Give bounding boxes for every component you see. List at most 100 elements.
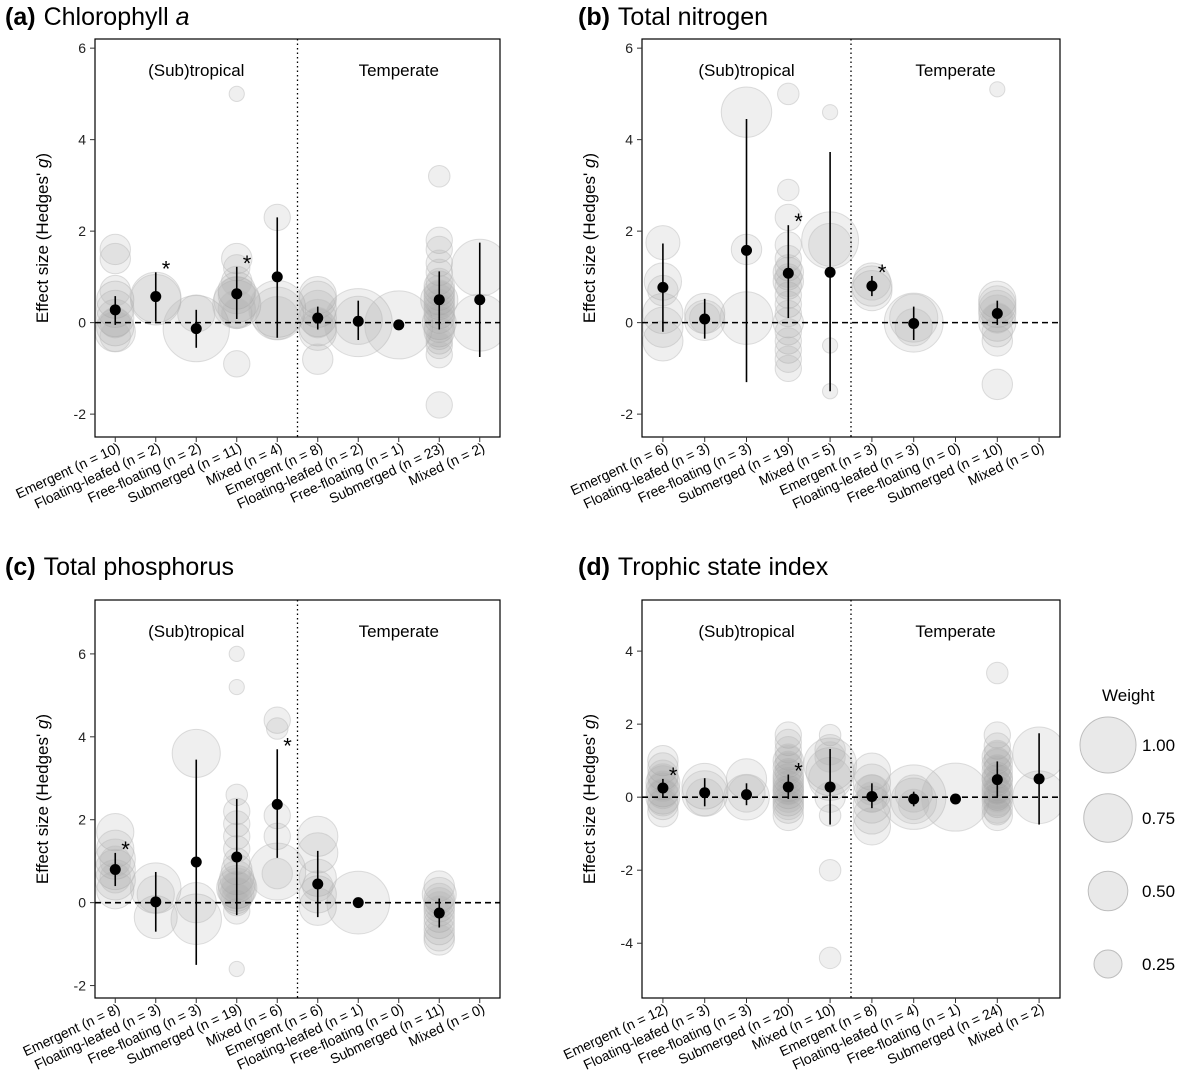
- study-bubble: [425, 226, 453, 254]
- study-bubble: [99, 242, 131, 275]
- panel-frame: [94, 38, 501, 438]
- climate-label-temperate: Temperate: [359, 622, 439, 641]
- study-bubble: [425, 331, 453, 360]
- panel-d: (d) Trophic state index * * -4 -2 0 2 4 Effect si…: [561, 553, 1061, 1073]
- study-bubble: [981, 325, 1014, 357]
- y-tick-label: 2: [78, 223, 86, 239]
- legend-bubble: [1087, 870, 1129, 912]
- study-bubble: [228, 85, 245, 102]
- panel-title: (c) Total phosphorus: [5, 553, 234, 581]
- mean-point: [782, 267, 794, 279]
- panel-tag: (c): [5, 553, 36, 581]
- y-tick-label: 2: [78, 812, 86, 828]
- y-tick-label: 4: [78, 729, 86, 745]
- y-axis-label-italic: g: [33, 719, 52, 729]
- climate-label-temperate: Temperate: [359, 61, 439, 80]
- mean-point: [150, 291, 162, 303]
- y-axis-label-italic: g: [33, 158, 52, 168]
- panel-a: (a) Chlorophyll a * * -2 0 2 4 6 Effect size (Hed…: [5, 3, 501, 512]
- study-bubble: [228, 960, 245, 978]
- study-bubble: [423, 924, 455, 956]
- panel-title-text: Total nitrogen: [618, 3, 768, 31]
- y-tick-label: 0: [78, 315, 86, 331]
- study-bubble: [821, 104, 839, 121]
- legend-bubble: [1093, 949, 1123, 979]
- study-bubble: [774, 345, 802, 373]
- y-axis-label-italic: g: [580, 719, 599, 729]
- significance-star: *: [243, 251, 252, 276]
- legend-label: 1.00: [1142, 736, 1175, 755]
- mean-point: [1033, 773, 1045, 785]
- mean-point: [991, 774, 1003, 786]
- study-bubble: [818, 946, 842, 970]
- weight-legend: Weight 1.00 0.75 0.50 0.25: [1079, 686, 1175, 979]
- study-bubble: [852, 807, 892, 846]
- mean-point: [824, 266, 836, 278]
- y-tick-label: 0: [625, 789, 633, 805]
- legend-label: 0.75: [1142, 809, 1175, 828]
- mean-point: [991, 307, 1003, 319]
- mean-point: [741, 244, 752, 256]
- y-tick-label: -2: [74, 978, 87, 994]
- study-bubbles: [95, 645, 457, 978]
- panel-tag: (b): [578, 3, 610, 31]
- y-axis-label-italic: g: [580, 158, 599, 168]
- y-tick-label: 6: [78, 646, 86, 662]
- climate-label-temperate: Temperate: [915, 61, 995, 80]
- y-axis-label: Effect size (Hedges' g): [33, 153, 52, 323]
- climate-label-subtropical: (Sub)tropical: [698, 61, 794, 80]
- y-tick-label: 2: [625, 716, 633, 732]
- climate-label-subtropical: (Sub)tropical: [148, 622, 244, 641]
- mean-point: [866, 790, 878, 802]
- study-bubble: [647, 744, 679, 777]
- mean-point: [231, 288, 243, 300]
- y-axis-label-text: Effect size (Hedges': [33, 729, 52, 884]
- y-tick-label: -2: [74, 406, 87, 422]
- study-bubble: [228, 645, 245, 662]
- y-tick-label: 4: [625, 132, 633, 148]
- study-bubbles: [645, 661, 1060, 970]
- significance-star: *: [283, 733, 292, 758]
- study-bubble: [99, 320, 131, 353]
- y-axis-label-close: ): [33, 714, 52, 720]
- significance-star: *: [669, 763, 678, 788]
- mean-point: [699, 313, 711, 325]
- y-axis-label-text: Effect size (Hedges': [580, 729, 599, 884]
- mean-point: [741, 789, 752, 801]
- panel-title-text: Trophic state index: [618, 553, 829, 581]
- study-bubble: [774, 736, 802, 764]
- mean-point: [824, 781, 836, 793]
- climate-label-temperate: Temperate: [915, 622, 995, 641]
- study-bubble: [774, 721, 802, 749]
- panel-tag: (a): [5, 3, 36, 31]
- mean-point: [190, 323, 202, 335]
- y-axis-label: Effect size (Hedges' g): [580, 714, 599, 884]
- study-bubble: [427, 164, 451, 188]
- mean-point: [908, 318, 920, 330]
- study-bubble: [265, 717, 289, 740]
- panel-frame: [641, 599, 1061, 999]
- study-bubble: [777, 178, 800, 202]
- panel-b: (b) Total nitrogen * * -2 0 2 4 6 Effect size (He…: [568, 3, 1061, 512]
- mean-point: [782, 781, 794, 793]
- mean-point: [190, 856, 202, 868]
- significance-star: *: [794, 759, 803, 784]
- study-bubble: [986, 661, 1009, 685]
- mean-point: [352, 315, 364, 327]
- mean-point: [908, 793, 920, 805]
- legend-label: 0.25: [1142, 955, 1175, 974]
- y-tick-label: 6: [625, 40, 633, 56]
- y-axis-label-text: Effect size (Hedges': [33, 168, 52, 323]
- significance-star: *: [878, 260, 887, 285]
- study-bubble: [818, 858, 842, 882]
- y-tick-label: 4: [78, 132, 86, 148]
- y-tick-label: 2: [625, 223, 633, 239]
- study-bubbles: [95, 85, 500, 419]
- mean-point: [393, 319, 405, 331]
- study-bubble: [223, 350, 251, 378]
- panel-title-text: Chlorophyll: [44, 3, 176, 31]
- climate-label-subtropical: (Sub)tropical: [698, 622, 794, 641]
- study-bubble: [425, 391, 453, 419]
- study-bubble: [263, 706, 291, 734]
